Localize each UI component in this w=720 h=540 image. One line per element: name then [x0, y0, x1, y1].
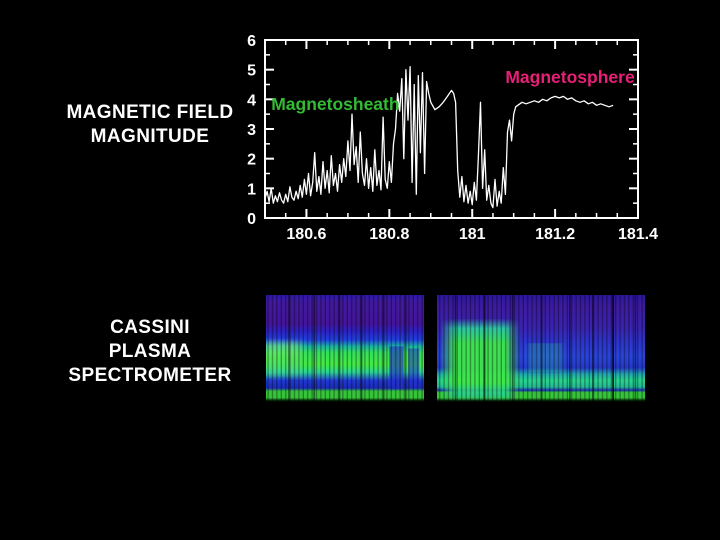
magnetometer-chart: 180.6 180.8 181 181.2 181.4 0 1 2 3 4 5 6 Magnetoshe… — [247, 33, 658, 243]
plasma-spectrogram — [266, 295, 645, 402]
y-tick-label: 1 — [247, 181, 256, 198]
magnetometer-label: MAGNETIC FIELD MAGNITUDE — [40, 101, 260, 149]
data-gap-line — [592, 295, 594, 402]
y-tick-label: 5 — [247, 63, 256, 80]
data-gap-line — [612, 295, 614, 402]
x-tick-label: 180.8 — [369, 226, 409, 243]
data-gap-line — [511, 295, 514, 402]
data-gap-line — [288, 295, 290, 402]
y-tick-label: 2 — [247, 152, 256, 169]
spectrometer-label-line1: CASSINI — [110, 317, 190, 338]
data-gap-line — [634, 295, 637, 402]
data-gap-line — [454, 295, 457, 402]
y-tick-label: 6 — [247, 33, 256, 50]
magnetometer-label-line2: MAGNITUDE — [90, 126, 210, 147]
data-gap-line — [313, 295, 315, 402]
spectrometer-label-line3: SPECTROMETER — [68, 365, 232, 386]
annotation-magnetosphere: Magnetosphere — [505, 67, 635, 87]
x-tick-label: 181.2 — [535, 226, 575, 243]
y-tick-label: 3 — [247, 122, 256, 139]
data-gap-line — [338, 295, 341, 402]
data-gap-line — [382, 295, 385, 402]
x-tick-label: 181.4 — [618, 226, 658, 243]
y-tick-label: 4 — [247, 92, 256, 109]
x-axis-ticks: 180.6 180.8 181 181.2 181.4 — [284, 40, 658, 243]
y-tick-label: 0 — [247, 211, 256, 228]
data-gap-line — [569, 295, 571, 402]
data-gap-line — [360, 295, 363, 402]
data-gap-line — [405, 295, 407, 402]
time-striping-overlay — [437, 295, 645, 402]
y-axis-ticks: 0 1 2 3 4 5 6 — [247, 33, 638, 228]
x-tick-label: 181 — [459, 226, 486, 243]
data-gap-line — [541, 295, 543, 402]
magnetic-field-trace — [264, 66, 614, 209]
spectrometer-label-line2: PLASMA — [108, 341, 192, 362]
magnetometer-label-line1: MAGNETIC FIELD — [66, 102, 234, 123]
spectrometer-label: CASSINI PLASMA SPECTROMETER — [40, 316, 260, 388]
x-tick-label: 180.6 — [286, 226, 326, 243]
time-striping-overlay — [266, 295, 424, 402]
data-gap-line — [483, 295, 486, 402]
annotation-magnetosheath: Magnetosheath — [271, 94, 399, 114]
